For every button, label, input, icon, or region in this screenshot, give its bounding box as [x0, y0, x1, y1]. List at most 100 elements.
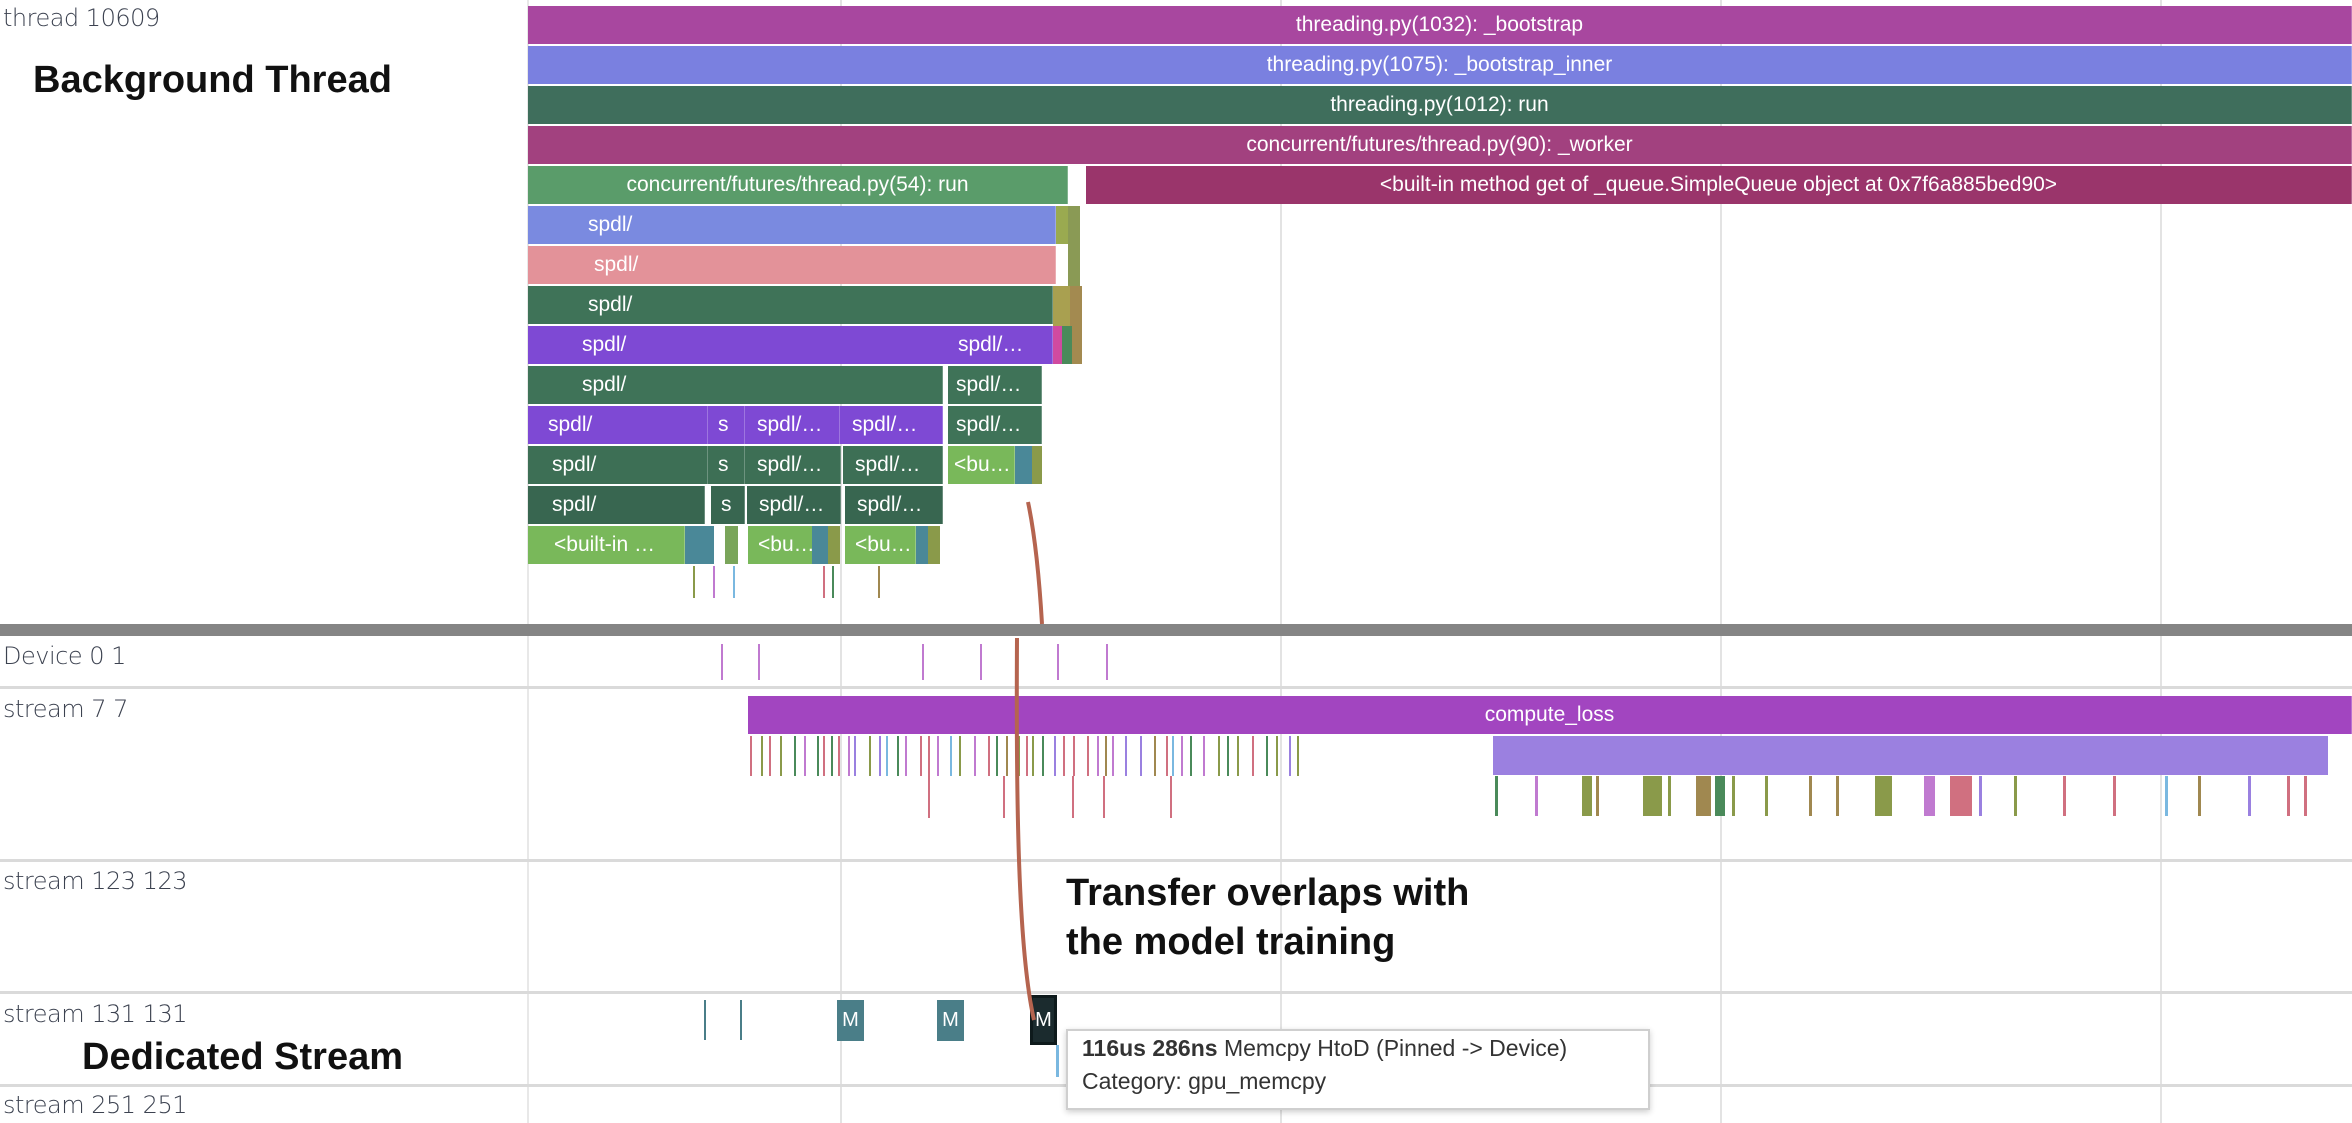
event-tick[interactable] [1535, 776, 1538, 816]
event-tick[interactable] [1643, 776, 1662, 816]
event-tick[interactable] [1715, 776, 1725, 816]
event-tick[interactable] [704, 1000, 706, 1040]
event-tick[interactable] [1924, 776, 1935, 816]
flame-slice[interactable]: threading.py(1012): run [528, 86, 2352, 124]
compute-sub-slice[interactable] [1493, 736, 2328, 775]
event-tick[interactable] [780, 736, 782, 776]
event-tick[interactable] [2014, 776, 2017, 816]
flame-slice[interactable]: spdl/… [950, 326, 1053, 364]
event-tick[interactable] [2198, 776, 2201, 816]
flame-slice[interactable] [812, 526, 828, 564]
event-tick[interactable] [1006, 736, 1008, 776]
flame-slice[interactable] [828, 526, 840, 564]
event-tick[interactable] [804, 736, 806, 776]
event-tick[interactable] [1072, 776, 1074, 818]
event-tick[interactable] [886, 736, 888, 776]
flame-slice[interactable] [1070, 286, 1082, 364]
event-tick[interactable] [878, 566, 880, 598]
event-tick[interactable] [794, 736, 796, 776]
track-label-stream-131[interactable]: stream 131 131 [3, 1000, 187, 1028]
event-tick[interactable] [1203, 736, 1205, 776]
event-tick[interactable] [693, 566, 695, 598]
flame-slice[interactable]: threading.py(1032): _bootstrap [528, 6, 2352, 44]
event-tick[interactable] [988, 736, 990, 776]
event-tick[interactable] [1103, 776, 1105, 818]
event-tick[interactable] [996, 736, 998, 776]
event-tick[interactable] [761, 736, 763, 776]
memcpy-slice[interactable]: M [837, 1000, 864, 1041]
event-tick[interactable] [1190, 736, 1192, 776]
track-label-stream-123[interactable]: stream 123 123 [3, 867, 187, 895]
event-tick[interactable] [769, 736, 771, 776]
event-tick[interactable] [1218, 736, 1220, 776]
event-tick[interactable] [1732, 776, 1735, 816]
event-tick[interactable] [733, 566, 735, 598]
event-tick[interactable] [1596, 776, 1599, 816]
event-tick[interactable] [928, 736, 930, 776]
event-tick[interactable] [1073, 736, 1075, 776]
event-tick[interactable] [1057, 644, 1059, 680]
flame-slice[interactable]: <bu… [948, 446, 1015, 484]
event-tick[interactable] [920, 736, 922, 776]
flame-slice[interactable]: spdl/… [948, 366, 1042, 404]
event-tick[interactable] [1668, 776, 1671, 816]
event-tick[interactable] [1105, 736, 1107, 776]
event-tick[interactable] [1266, 736, 1268, 776]
flame-slice[interactable]: spdl/ [528, 246, 1056, 284]
event-tick[interactable] [1154, 736, 1156, 776]
panel-splitter[interactable] [0, 624, 2352, 636]
memcpy-slice[interactable]: M [937, 1000, 964, 1041]
flame-slice[interactable] [1032, 446, 1042, 484]
event-tick[interactable] [1979, 776, 1982, 816]
flame-slice[interactable]: <built-in method get of _queue.SimpleQue… [1086, 166, 2352, 204]
flame-slice[interactable]: spdl/ [528, 486, 705, 524]
event-tick[interactable] [1125, 736, 1127, 776]
event-tick[interactable] [740, 1000, 742, 1040]
event-tick[interactable] [823, 566, 825, 598]
event-tick[interactable] [928, 776, 930, 818]
event-tick[interactable] [1026, 736, 1028, 776]
flame-slice[interactable] [1053, 326, 1062, 364]
flame-slice[interactable] [916, 526, 928, 564]
event-tick[interactable] [1950, 776, 1972, 816]
event-tick[interactable] [937, 736, 939, 776]
flame-slice[interactable]: s [708, 446, 745, 484]
flame-slice[interactable]: threading.py(1075): _bootstrap_inner [528, 46, 2352, 84]
event-tick[interactable] [950, 736, 952, 776]
event-tick[interactable] [1032, 736, 1034, 776]
track-label-device[interactable]: Device 0 1 [3, 642, 126, 670]
flame-slice[interactable] [1056, 206, 1068, 244]
flame-slice[interactable]: s [708, 406, 745, 444]
memcpy-slice-selected[interactable]: M [1030, 995, 1057, 1045]
event-tick[interactable] [1181, 736, 1183, 776]
event-tick[interactable] [721, 644, 723, 680]
flame-slice[interactable]: spdl/… [845, 486, 943, 524]
event-tick[interactable] [974, 736, 976, 776]
event-tick[interactable] [1172, 736, 1174, 776]
event-tick[interactable] [1106, 644, 1108, 680]
flame-slice[interactable]: spdl/ [528, 286, 1053, 324]
flame-slice[interactable]: spdl/ [528, 206, 1056, 244]
flame-slice[interactable]: spdl/… [745, 406, 840, 444]
event-tick[interactable] [2113, 776, 2116, 816]
flame-slice[interactable] [928, 526, 940, 564]
event-tick[interactable] [1166, 736, 1168, 776]
event-tick[interactable] [758, 644, 760, 680]
track-label-thread[interactable]: thread 10609 [3, 4, 160, 32]
event-tick[interactable] [980, 644, 982, 680]
flame-slice[interactable]: spdl/… [840, 406, 943, 444]
event-tick[interactable] [922, 644, 924, 680]
event-tick[interactable] [1042, 736, 1044, 776]
event-tick[interactable] [1582, 776, 1592, 816]
event-tick[interactable] [1495, 776, 1498, 816]
event-tick[interactable] [879, 736, 881, 776]
flame-slice[interactable]: spdl/ [528, 366, 943, 404]
event-tick[interactable] [1170, 776, 1172, 818]
flame-slice[interactable]: concurrent/futures/thread.py(54): run [528, 166, 1068, 204]
flame-slice[interactable]: spdl/… [948, 406, 1042, 444]
flame-slice[interactable] [1015, 446, 1032, 484]
flame-slice[interactable]: <built-in … [528, 526, 685, 564]
event-tick[interactable] [713, 566, 715, 598]
event-tick[interactable] [750, 736, 752, 776]
flame-slice[interactable]: spdl/… [747, 486, 841, 524]
